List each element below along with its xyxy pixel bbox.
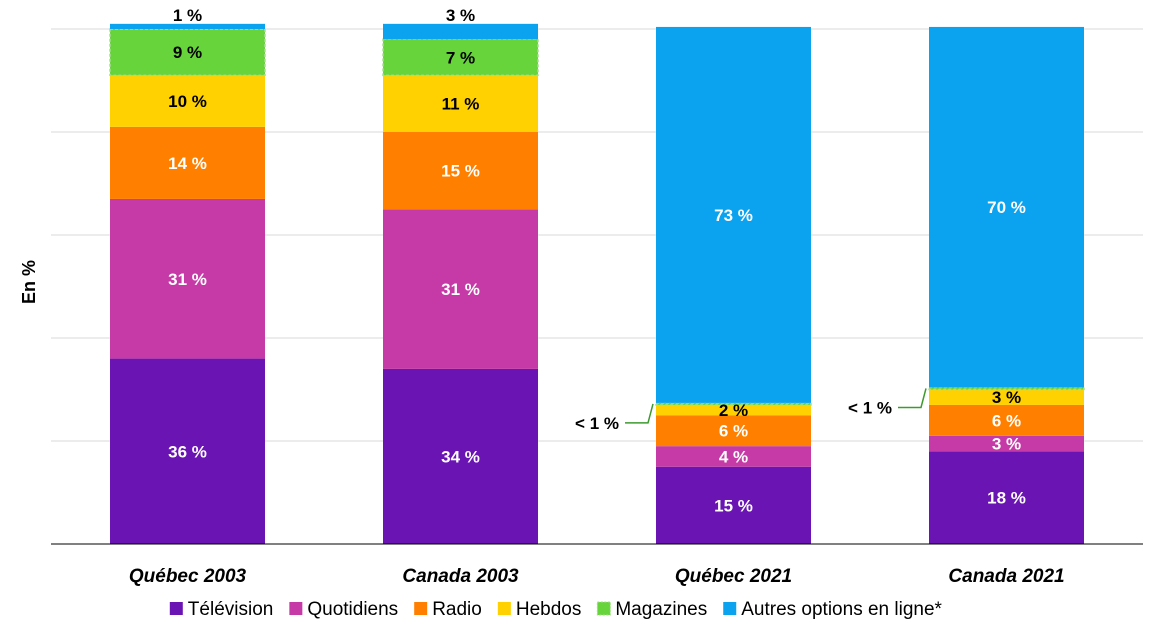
bar-segment [656, 404, 811, 416]
segment-value-label: 15 % [441, 162, 480, 181]
bar-segment [383, 23, 538, 40]
bar-segment [110, 23, 265, 29]
legend-label: Télévision [188, 599, 274, 620]
callout-label: < 1 % [848, 398, 892, 417]
bar-segment [929, 451, 1084, 544]
callout-leader-line [898, 388, 927, 409]
segment-value-label: 9 % [173, 43, 202, 62]
legend-label: Autres options en ligne* [741, 599, 942, 620]
category-label: Québec 2021 [675, 566, 792, 587]
segment-value-label: 2 % [719, 401, 748, 420]
bar-segment [110, 358, 265, 544]
bar-segment [110, 126, 265, 199]
legend-label: Quotidiens [307, 599, 398, 620]
bar-segment [110, 75, 265, 127]
legend-swatch [723, 602, 737, 615]
segment-value-label: 18 % [987, 489, 1026, 508]
legend-swatch [289, 602, 303, 615]
bar-segment [656, 26, 811, 403]
callout-label: < 1 % [575, 414, 619, 433]
segment-value-label: 14 % [168, 154, 207, 173]
category-label: Canada 2021 [948, 566, 1064, 587]
callout-leader-line [625, 403, 654, 424]
segment-value-label: 3 % [446, 6, 475, 25]
bar-segment [656, 466, 811, 544]
legend-label: Hebdos [516, 599, 582, 620]
segment-value-label: 36 % [168, 442, 207, 461]
legend-swatch [414, 602, 428, 615]
segment-value-label: 7 % [446, 48, 475, 67]
segment-value-label: 4 % [719, 447, 748, 466]
bar-segment [929, 404, 1084, 436]
segment-value-label: 70 % [987, 198, 1026, 217]
bar-segment [110, 198, 265, 359]
segment-value-label: 15 % [714, 496, 753, 515]
callouts: < 1 % < 1 % [575, 388, 927, 433]
category-label: Canada 2003 [402, 566, 519, 587]
segment-value-label: 34 % [441, 447, 480, 466]
bar-segment [383, 132, 538, 210]
bar-segment [656, 446, 811, 467]
segment-value-label: 10 % [168, 92, 207, 111]
bar-segment [383, 368, 538, 544]
category-label: Québec 2003 [129, 566, 247, 587]
bar-segment [656, 415, 811, 447]
bar-segment [929, 26, 1084, 388]
legend-swatch [596, 601, 611, 616]
segment-value-label: 31 % [441, 280, 480, 299]
bar-segment [383, 75, 538, 132]
bar-segment [929, 435, 1084, 452]
segment-value-label: 3 % [992, 435, 1021, 454]
bars [109, 23, 1085, 544]
segment-value-label: 73 % [714, 206, 753, 225]
legend-swatch [169, 602, 183, 615]
category-labels: Québec 2003 Canada 2003 Québec 2021 Canada … [129, 566, 1065, 587]
legend-swatch [497, 602, 511, 615]
segment-value-label: 11 % [442, 95, 480, 114]
bar-segment [383, 209, 538, 369]
y-axis-label: En % [19, 260, 39, 304]
segment-value-label: 31 % [168, 270, 207, 289]
bar-segment [929, 389, 1084, 405]
segment-value-label: 6 % [719, 422, 748, 441]
legend: Télévision Quotidiens Radio Hebdos Magazines… [169, 599, 943, 620]
segment-value-label: 1 % [173, 6, 202, 25]
segment-value-label: 6 % [992, 411, 1021, 430]
legend-label: Radio [432, 599, 482, 620]
legend-label: Magazines [615, 599, 707, 620]
segment-labels: 36 % 31 % 14 % 10 % 9 % 1 % 34 % 31 % 15 % 11 % 7 … [168, 6, 1026, 515]
segment-value-label: 3 % [992, 388, 1021, 407]
